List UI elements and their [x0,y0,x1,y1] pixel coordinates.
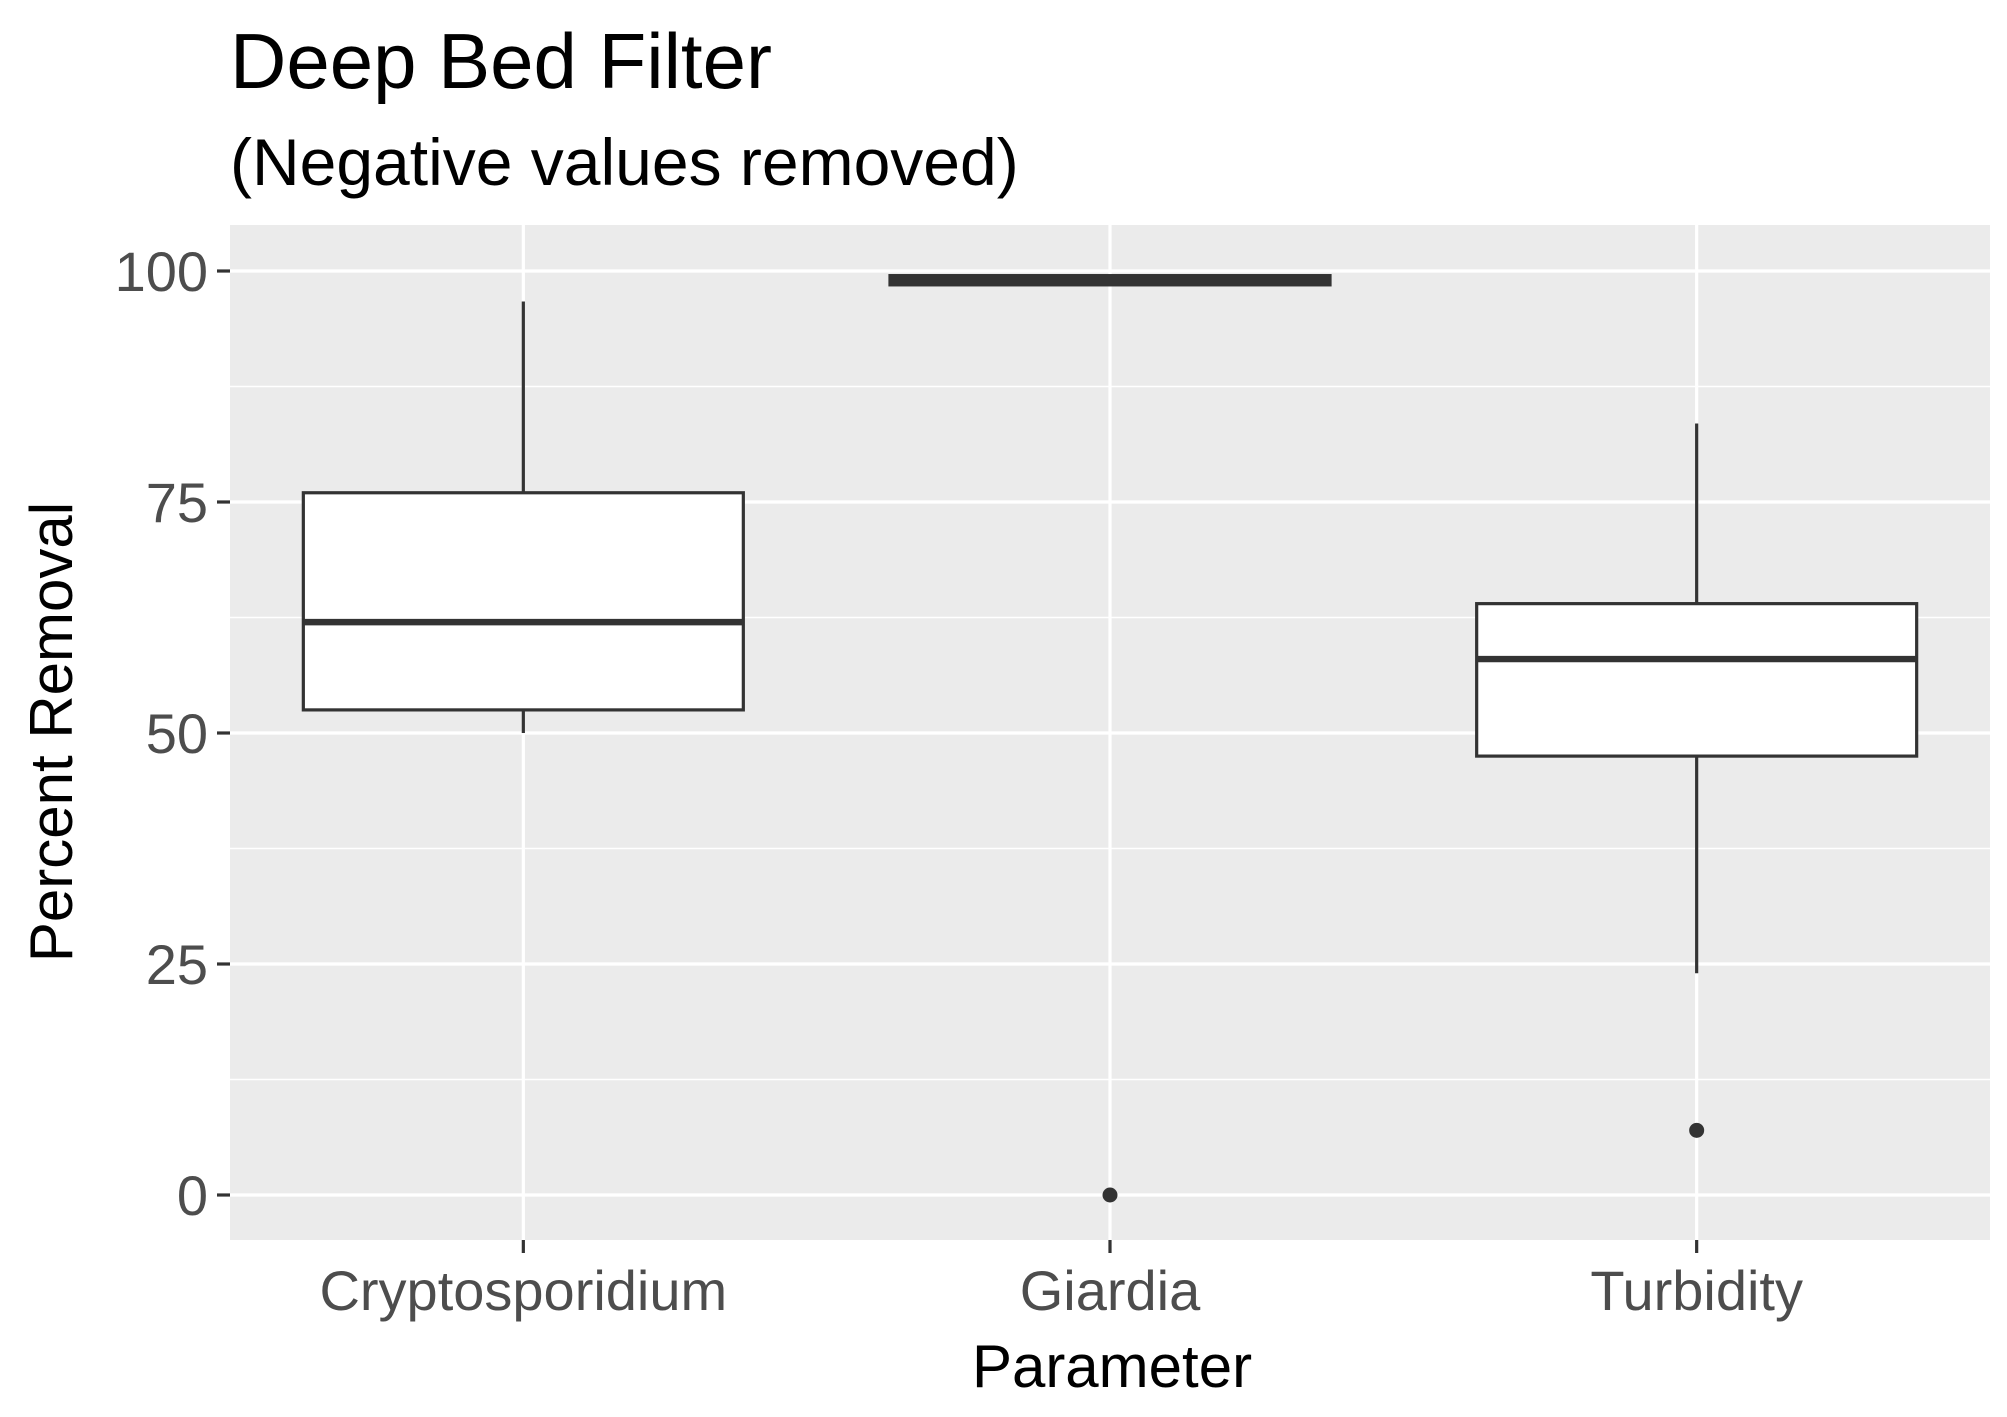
chart-title: Deep Bed Filter [230,17,772,105]
box-giardia [888,274,1332,1203]
y-tick-label: 100 [115,240,208,303]
y-axis-title: Percent Removal [18,502,85,962]
y-tick-label: 25 [146,933,208,996]
y-tick-label: 50 [146,702,208,765]
axes: 0 25 50 75 100 Cryptosporidium Giardia Turbidit… [115,240,1803,1322]
outlier-point [1689,1122,1705,1138]
box-turbidity [1475,423,1919,1138]
boxes [301,274,1919,1203]
outlier-point [1102,1187,1118,1203]
x-tick-label: Turbidity [1590,1259,1803,1322]
y-tick-label: 75 [146,471,208,534]
chart-subtitle: (Negative values removed) [230,125,1019,199]
y-tick-label: 0 [177,1164,208,1227]
box-body [301,491,745,712]
x-axis-title: Parameter [972,1333,1252,1400]
x-tick-label: Giardia [1020,1259,1201,1322]
box-cryptosporidium [301,301,745,733]
box-body [1475,602,1919,758]
x-tick-label: Cryptosporidium [319,1259,727,1322]
